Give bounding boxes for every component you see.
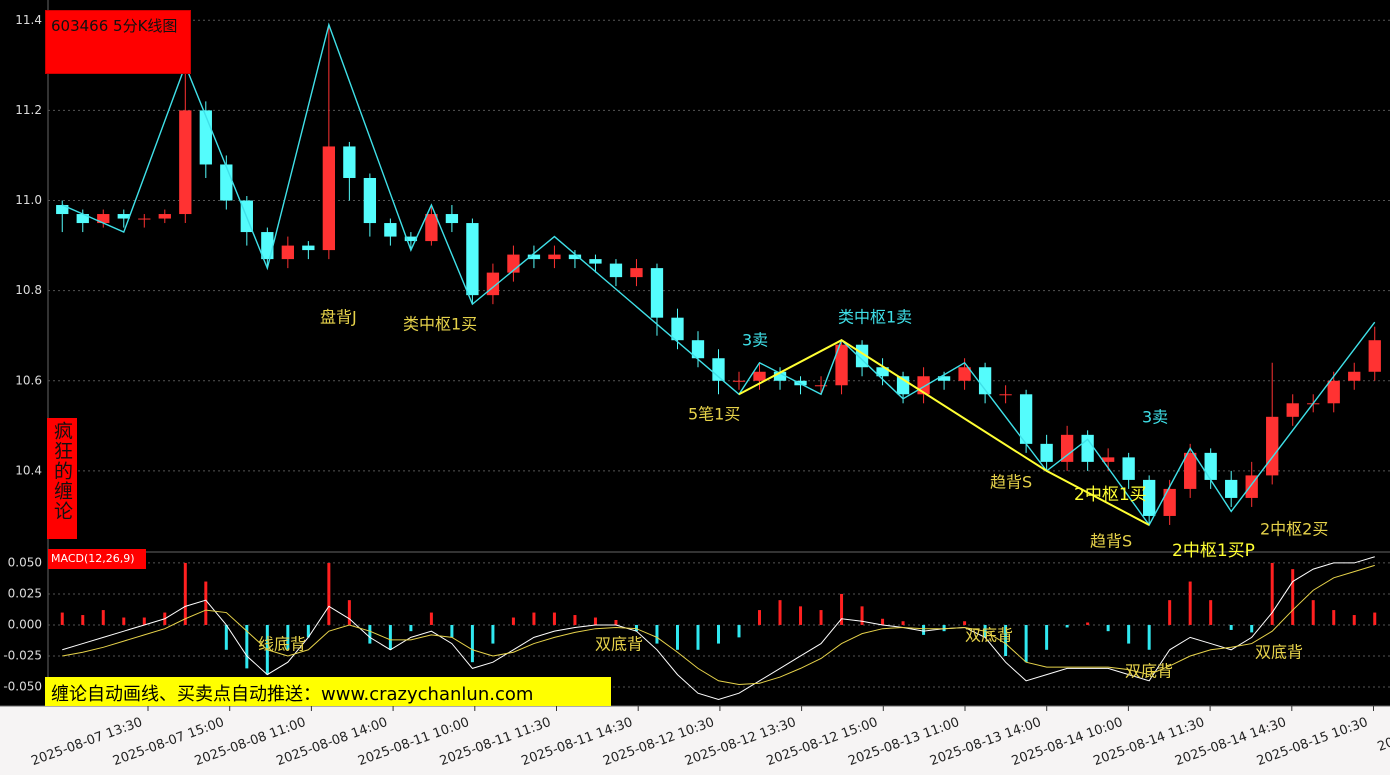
stroke-line (61, 22, 1376, 527)
annotation: 类中枢1卖 (838, 308, 912, 327)
candle-body (1184, 452, 1197, 489)
annotation: 类中枢1买 (403, 315, 477, 334)
candle-body (1143, 479, 1156, 516)
candle-body (220, 164, 233, 201)
candle-body (732, 380, 746, 382)
candle-body (630, 268, 643, 278)
candle-body (1286, 403, 1299, 417)
annotation: 5笔1买 (688, 405, 740, 424)
candle-body (281, 245, 294, 260)
candle-body (302, 245, 315, 251)
candle-body (138, 218, 151, 220)
title-box: 603466 5分K线图 (45, 10, 191, 74)
annotation: 盘背J (320, 308, 357, 327)
candle-body (691, 340, 705, 359)
candle-body (179, 110, 192, 215)
candle-body (589, 259, 602, 264)
candle-body (1019, 394, 1033, 444)
candle-body (978, 367, 992, 395)
annotation: 线底背 (258, 635, 306, 654)
y-tick-label: 10.8 (15, 283, 42, 297)
dif-line (62, 556, 1375, 700)
candle-body (773, 371, 787, 381)
candle-body (1368, 340, 1381, 372)
candle-body (76, 214, 89, 224)
candle-body (466, 223, 479, 296)
banner: 缠论自动画线、买卖点自动推送：www.crazychanlun.com (45, 677, 611, 706)
candle-body (958, 367, 971, 381)
candle-body (1327, 380, 1340, 404)
candle-body (404, 236, 418, 242)
candle-body (609, 263, 623, 278)
annotation: 3卖 (742, 331, 768, 350)
y-tick-label: 11.2 (15, 103, 42, 117)
candle-body (712, 358, 725, 381)
candle-body (97, 214, 110, 224)
candle-body (1163, 488, 1176, 516)
annotation: 3卖 (1142, 408, 1168, 427)
candle-body (999, 394, 1012, 396)
candle-body (445, 214, 459, 224)
candle-body (1204, 452, 1217, 480)
annotation: 2中枢1买 (1074, 485, 1147, 505)
annotation: 趋背S (1090, 532, 1132, 551)
candle-body (814, 385, 828, 387)
candle-body (835, 344, 848, 386)
macd-label: MACD(12,26,9) (48, 549, 146, 569)
candle-body (753, 371, 766, 381)
segment-line (738, 339, 1150, 526)
annotation: 双底背 (595, 635, 643, 654)
candle-body (1348, 371, 1361, 381)
candle-body (343, 146, 356, 178)
x-axis-strip (0, 706, 1390, 775)
candle-body (568, 254, 582, 260)
y-tick-label: 0.025 (8, 586, 42, 600)
candle-body (117, 214, 130, 219)
y-tick-label: -0.050 (3, 680, 42, 694)
candle-body (363, 177, 377, 224)
candle-body (261, 232, 274, 260)
candle-body (1101, 457, 1115, 462)
candle-body (199, 110, 212, 165)
y-tick-label: 11.0 (15, 193, 42, 207)
candle-body (650, 268, 664, 318)
side-label: 疯狂的缠论 (47, 418, 77, 539)
annotation: 双底背 (1255, 643, 1303, 662)
candle-body (1225, 479, 1238, 498)
candle-body (56, 205, 69, 215)
candle-body (158, 214, 171, 219)
annotation: 趋背S (990, 473, 1032, 492)
candle-body (322, 146, 336, 251)
candle-body (384, 223, 397, 237)
candle-body (671, 317, 684, 341)
y-tick-label: 0.050 (8, 555, 42, 569)
candle-body (937, 376, 951, 381)
y-tick-label: 11.4 (15, 13, 42, 27)
y-tick-label: 0.000 (8, 617, 42, 631)
candle-body (527, 254, 541, 260)
y-tick-label: 10.4 (15, 463, 42, 477)
candle-body (1266, 416, 1279, 476)
y-tick-label: 10.6 (15, 373, 42, 387)
candle-body (1060, 434, 1074, 462)
candle-body (548, 254, 561, 260)
annotation: 2中枢2买 (1260, 520, 1328, 539)
candle-body (1122, 457, 1135, 480)
annotation: 双底背 (1125, 662, 1173, 681)
candle-body (1040, 443, 1053, 462)
candle-body (876, 367, 889, 377)
y-tick-label: -0.025 (3, 648, 42, 662)
annotation: 2中枢1买P (1172, 541, 1255, 561)
annotation: 双底背 (965, 626, 1013, 645)
candle-body (425, 214, 438, 242)
dea-line (62, 564, 1375, 686)
